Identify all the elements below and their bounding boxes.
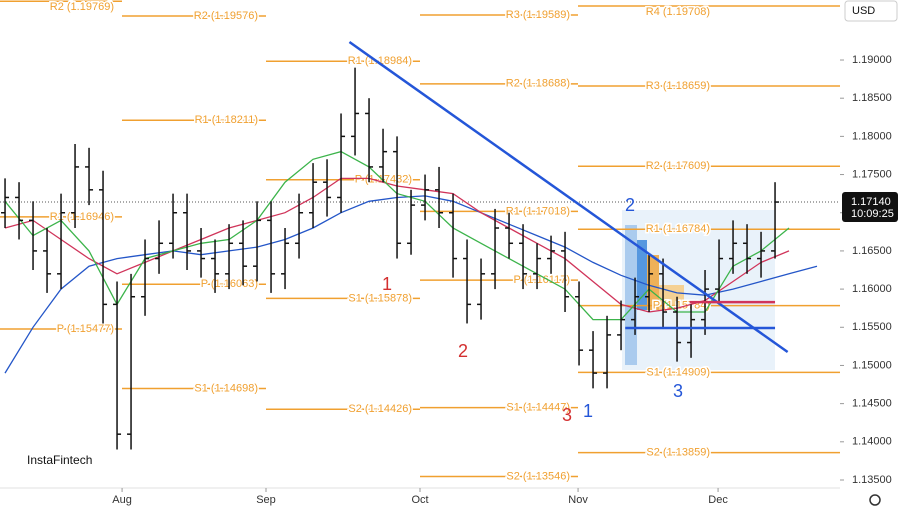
pivot-label: R2 (1.18688)	[506, 78, 570, 90]
pivot-label: S2 (1.13859)	[646, 446, 710, 458]
countdown: 10:09:25	[851, 208, 894, 220]
pivot-label: R1 (1.18211)	[195, 114, 258, 126]
pivot-label: S1 (1.14447)	[506, 402, 570, 414]
pivot-label: R1 (1.16946)	[50, 211, 114, 223]
pivot-label: P (1.15477)	[57, 323, 114, 335]
pivot-label: R3 (1.18659)	[646, 80, 710, 92]
price-axis	[840, 0, 900, 510]
plot: R2 (1.19769) R1 (1.16946) P (1.15477) R2 (1…	[0, 0, 840, 484]
wave-label: 2	[625, 195, 635, 215]
settings-icon[interactable]	[869, 494, 881, 506]
y-tick-label: 1.19000	[852, 54, 892, 66]
currency[interactable]: USD	[852, 5, 875, 17]
y-tick-label: 1.15500	[852, 321, 892, 333]
watermark-box	[18, 448, 100, 474]
pivot-label: R3 (1.19589)	[506, 9, 570, 21]
x-tick-label: Oct	[411, 494, 428, 506]
pivot-label: S1 (1.14909)	[646, 366, 710, 378]
pivot-label: S2 (1.13546)	[506, 470, 570, 482]
last-price-box	[842, 192, 898, 223]
x-tick-label: Aug	[112, 494, 132, 506]
y-tick-label: 1.14000	[852, 436, 892, 448]
wave-label: 1	[382, 274, 392, 294]
y-tick-label: 1.15000	[852, 359, 892, 371]
x-tick-label: Sep	[256, 494, 276, 506]
wave-label: 3	[562, 405, 572, 425]
profile-bars	[647, 255, 659, 310]
y-tick-label: 1.13500	[852, 474, 892, 486]
y-tick-label: 1.18500	[852, 92, 892, 104]
y-tick-label: 1.18000	[852, 130, 892, 142]
trendline	[348, 40, 789, 354]
pivot-label: R1 (1.16784)	[646, 223, 710, 235]
pivot-label: R1 (1.18984)	[348, 55, 412, 67]
last-price-label: 1.17140	[851, 196, 891, 208]
pivot-label: S1 (1.14698)	[194, 382, 258, 394]
profile-bars	[637, 240, 647, 310]
pivot-label: R1 (1.17018)	[506, 205, 570, 217]
watermark: InstaFintech	[27, 453, 92, 467]
wave-label: 3	[673, 381, 683, 401]
pivot-label: R2 (1.17609)	[646, 160, 710, 172]
currency-box[interactable]	[844, 0, 898, 22]
y-tick-label: 1.17500	[852, 168, 892, 180]
profile-bars	[625, 225, 637, 365]
axes: 1.13500 1.14000 1.14500 1.15000 1.15500 1.160…	[112, 54, 898, 506]
y-tick-label: 1.14500	[852, 398, 892, 410]
pivot-label: R2 (1.19769)	[50, 1, 114, 13]
pivot-label: S2 (1.14426)	[348, 403, 412, 415]
pivot-label: R2 (1.19576)	[194, 10, 258, 22]
wave-label: 2	[458, 341, 468, 361]
x-tick-label: Dec	[708, 494, 728, 506]
y-tick-label: 1.16500	[852, 245, 892, 257]
pivot-label: S1 (1.15878)	[348, 292, 412, 304]
pivot-label: R4 (1.19708)	[646, 6, 710, 18]
x-tick-label: Nov	[568, 494, 588, 506]
y-tick-label: 1.16000	[852, 283, 892, 295]
wave-label: 1	[583, 401, 593, 421]
